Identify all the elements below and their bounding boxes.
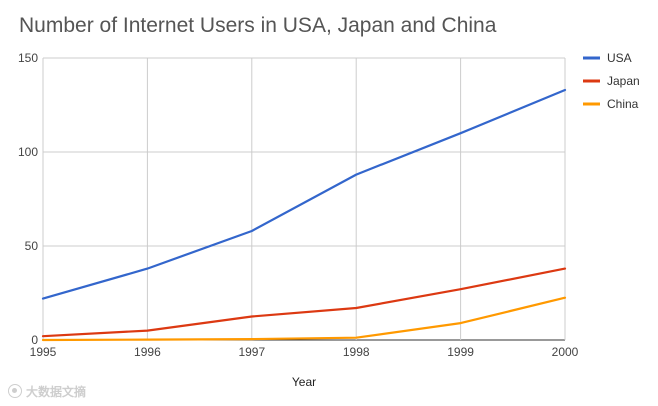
y-tick-labels: 0 50 100 150 (18, 51, 38, 347)
x-axis-label: Year (292, 375, 316, 389)
series-line-china (41, 296, 567, 342)
legend-label-japan: Japan (607, 74, 640, 88)
x-tick-labels: 1995 1996 1997 1998 1999 2000 (30, 345, 579, 359)
y-tick-label: 100 (18, 145, 38, 159)
x-tick-label: 1996 (134, 345, 161, 359)
x-tick-label: 2000 (552, 345, 579, 359)
x-tick-label: 1998 (343, 345, 370, 359)
chart-title: Number of Internet Users in USA, Japan a… (19, 14, 497, 37)
y-tick-label: 150 (18, 51, 38, 65)
x-tick-label: 1995 (30, 345, 57, 359)
watermark-logo-icon (8, 384, 22, 398)
legend: USA Japan China (583, 51, 640, 111)
series-line-japan (41, 267, 567, 338)
x-tick-label: 1997 (238, 345, 265, 359)
series-lines (41, 88, 567, 342)
legend-label-china: China (607, 97, 639, 111)
x-tick-label: 1999 (447, 345, 474, 359)
legend-label-usa: USA (607, 51, 632, 65)
watermark: 大数据文摘 (8, 382, 86, 400)
grid-lines (42, 57, 566, 341)
watermark-text: 大数据文摘 (26, 384, 87, 399)
series-line-usa (41, 88, 567, 300)
y-tick-label: 0 (31, 333, 38, 347)
y-tick-label: 50 (25, 239, 39, 253)
